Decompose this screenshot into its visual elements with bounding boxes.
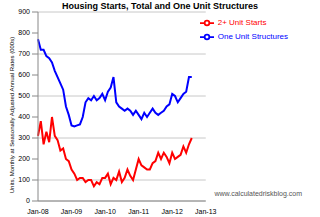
svg-text:500: 500 <box>18 92 30 99</box>
html-text:Housing Starts, Total and One: Housing Starts, Total and One Unit Struc… <box>62 1 258 11</box>
svg-text:Jan-12: Jan-12 <box>161 208 183 215</box>
html-text:One Unit Structures: One Unit Structures <box>217 32 288 42</box>
svg-text:300: 300 <box>18 134 30 141</box>
html-text:www.calculatedriskblog.com: www.calculatedriskblog.com <box>214 190 302 197</box>
svg-text:400: 400 <box>18 113 30 120</box>
html-text:Units, Monthly at Seasonally A: Units, Monthly at Seasonally Adjusted An… <box>9 36 15 194</box>
svg-text:200: 200 <box>18 155 30 162</box>
svg-text:600: 600 <box>18 71 30 78</box>
svg-text:Jan-10: Jan-10 <box>94 208 116 215</box>
svg-text:Jan-11: Jan-11 <box>128 208 149 215</box>
svg-text:Jan-09: Jan-09 <box>61 208 83 215</box>
svg-text:800: 800 <box>18 29 30 36</box>
svg-text:900: 900 <box>18 8 30 15</box>
html-text:2+ Unit Starts: 2+ Unit Starts <box>217 18 267 28</box>
svg-text:700: 700 <box>18 50 30 57</box>
svg-text:100: 100 <box>18 176 30 183</box>
svg-text:0: 0 <box>26 197 30 204</box>
svg-text:Jan-08: Jan-08 <box>27 208 49 215</box>
svg-text:Jan-13: Jan-13 <box>195 208 217 215</box>
